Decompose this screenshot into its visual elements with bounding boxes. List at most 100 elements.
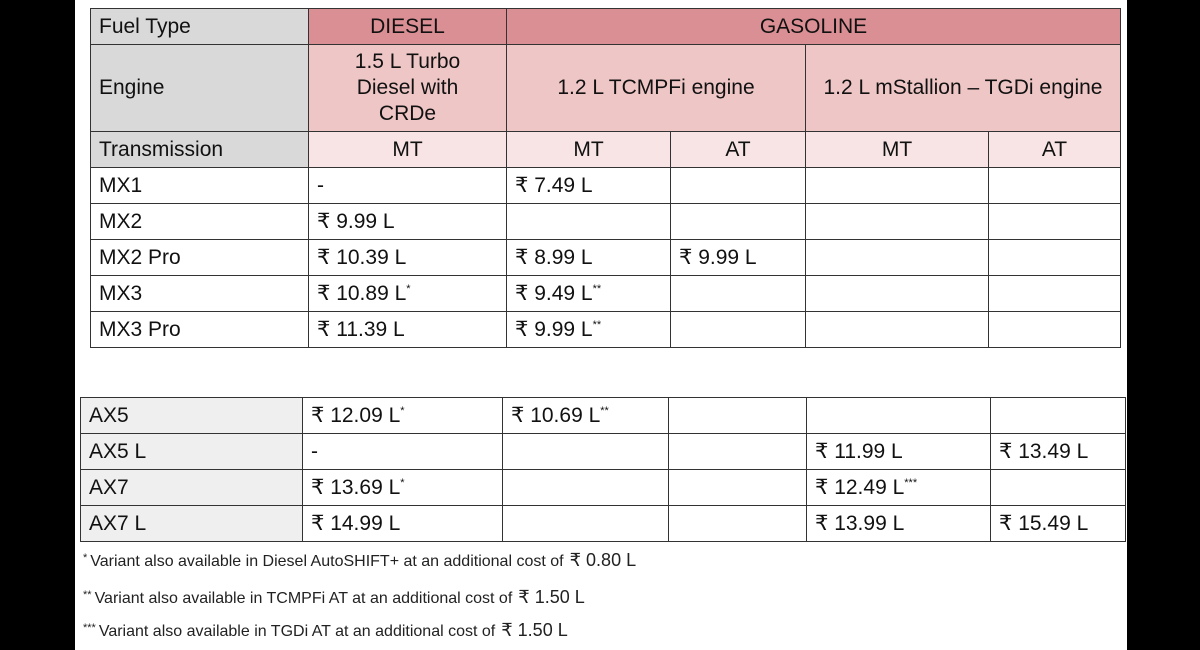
empty-cell: [805, 203, 989, 240]
empty-cell: [502, 433, 669, 470]
empty-cell: [805, 239, 989, 276]
bottom-table: AX5 ₹ 12.09 L* ₹ 10.69 L** AX5 L - ₹ 11.99 L ₹…: [80, 397, 1126, 542]
footnote-amount: ₹ 0.80 L: [569, 550, 637, 570]
footnote-mark: *: [406, 283, 411, 295]
row: MX1- ₹ 7.49 L: [90, 167, 1121, 204]
variant: MX3 Pro: [90, 311, 309, 348]
price-cell: ₹ 9.49 L**: [506, 275, 671, 312]
transmission: AT: [670, 131, 806, 168]
footnote-mark: **: [600, 405, 609, 417]
fuel-type: GASOLINE: [506, 8, 1121, 45]
row: MX3 Pro ₹ 11.39 L ₹ 9.99 L**: [90, 311, 1121, 348]
row: AX5 L - ₹ 11.99 L ₹ 13.49 L: [80, 433, 1126, 470]
row: AX7 ₹ 13.69 L* ₹ 12.49 L***: [80, 469, 1126, 506]
price: -: [308, 167, 507, 204]
empty-cell: [670, 275, 806, 312]
transmission: MT: [308, 131, 507, 168]
price: ₹ 7.49 L: [506, 167, 671, 204]
price: ₹ 9.99 L: [515, 318, 593, 341]
fuel-type: DIESEL: [308, 8, 507, 45]
footnote: * Variant also available in Diesel AutoSH…: [83, 550, 636, 571]
price: ₹ 13.69 L: [311, 476, 401, 499]
transmission: MT: [506, 131, 671, 168]
variant: MX3: [90, 275, 309, 312]
engine: 1.2 L TCMPFi engine: [506, 44, 806, 132]
price-cell: ₹ 9.99 L**: [506, 311, 671, 348]
price: ₹ 11.39 L: [308, 311, 507, 348]
empty-cell: [668, 505, 807, 542]
price: ₹ 9.49 L: [515, 282, 593, 305]
empty-cell: [805, 275, 989, 312]
price-cell: ₹ 13.69 L*: [302, 469, 503, 506]
engine: 1.2 L mStallion – TGDi engine: [805, 44, 1121, 132]
footnote-amount: ₹ 1.50 L: [501, 620, 568, 640]
footnote-mark: ***: [83, 622, 96, 634]
price: ₹ 13.99 L: [806, 505, 991, 542]
price: ₹ 13.49 L: [990, 433, 1126, 470]
transmission: AT: [988, 131, 1121, 168]
price-cell: ₹ 10.69 L**: [502, 397, 669, 434]
footnote-mark: *: [400, 405, 405, 417]
price: ₹ 12.09 L: [311, 404, 401, 427]
price: ₹ 10.89 L: [317, 282, 407, 305]
empty-cell: [990, 397, 1126, 434]
variant: AX7 L: [80, 505, 303, 542]
footnote-mark: *: [400, 477, 405, 489]
price: -: [302, 433, 503, 470]
footnote-mark: **: [83, 589, 92, 601]
empty-cell: [990, 469, 1126, 506]
row: AX5 ₹ 12.09 L* ₹ 10.69 L**: [80, 397, 1126, 434]
footnote-amount: ₹ 1.50 L: [518, 587, 585, 607]
sheet: Fuel Type DIESEL GASOLINE Engine 1.5 L T…: [75, 0, 1127, 650]
footnote-mark: **: [592, 283, 602, 295]
price: ₹ 11.99 L: [806, 433, 991, 470]
footnote-text: Variant also available in TCMPFi AT at a…: [94, 590, 513, 607]
variant: AX5 L: [80, 433, 303, 470]
empty-cell: [670, 203, 806, 240]
footnote-text: Variant also available in Diesel AutoSHI…: [90, 553, 564, 570]
empty-cell: [988, 167, 1121, 204]
price: ₹ 10.39 L: [308, 239, 507, 276]
price: ₹ 10.69 L: [511, 404, 601, 427]
empty-cell: [988, 239, 1121, 276]
price-cell: ₹ 12.09 L*: [302, 397, 503, 434]
empty-cell: [502, 505, 669, 542]
variant: MX2: [90, 203, 309, 240]
row: AX7 L ₹ 14.99 L ₹ 13.99 L ₹ 15.49 L: [80, 505, 1126, 542]
footnote-text: Variant also available in TGDi AT at an …: [98, 623, 496, 640]
price: ₹ 9.99 L: [670, 239, 806, 276]
header-label: Engine: [90, 44, 309, 132]
empty-cell: [988, 203, 1121, 240]
footnote-mark: *: [83, 552, 88, 564]
row: MX2 ₹ 9.99 L: [90, 203, 1121, 240]
footnote-mark: **: [592, 319, 602, 331]
price: ₹ 15.49 L: [990, 505, 1126, 542]
price: ₹ 12.49 L: [815, 476, 905, 499]
variant: MX1: [90, 167, 309, 204]
variant: AX5: [80, 397, 303, 434]
footnote: ** Variant also available in TCMPFi AT at…: [83, 587, 585, 608]
engine: 1.5 L Turbo Diesel with CRDe: [308, 44, 507, 132]
row: MX2 Pro ₹ 10.39 L ₹ 8.99 L ₹ 9.99 L: [90, 239, 1121, 276]
empty-cell: [668, 469, 807, 506]
header-label: Fuel Type: [90, 8, 309, 45]
empty-cell: [670, 167, 806, 204]
footnote: *** Variant also available in TGDi AT at …: [83, 620, 568, 641]
empty-cell: [805, 311, 989, 348]
price: ₹ 8.99 L: [506, 239, 671, 276]
empty-cell: [805, 167, 989, 204]
row: MX3 ₹ 10.89 L* ₹ 9.49 L**: [90, 275, 1121, 312]
price: ₹ 9.99 L: [308, 203, 507, 240]
empty-cell: [668, 397, 807, 434]
empty-cell: [988, 275, 1121, 312]
transmission: MT: [805, 131, 989, 168]
price-cell: ₹ 12.49 L***: [806, 469, 991, 506]
price: ₹ 14.99 L: [302, 505, 503, 542]
empty-cell: [988, 311, 1121, 348]
empty-cell: [502, 469, 669, 506]
empty-cell: [506, 203, 671, 240]
top-table: Fuel Type DIESEL GASOLINE Engine 1.5 L T…: [90, 8, 1121, 348]
empty-cell: [668, 433, 807, 470]
variant: AX7: [80, 469, 303, 506]
